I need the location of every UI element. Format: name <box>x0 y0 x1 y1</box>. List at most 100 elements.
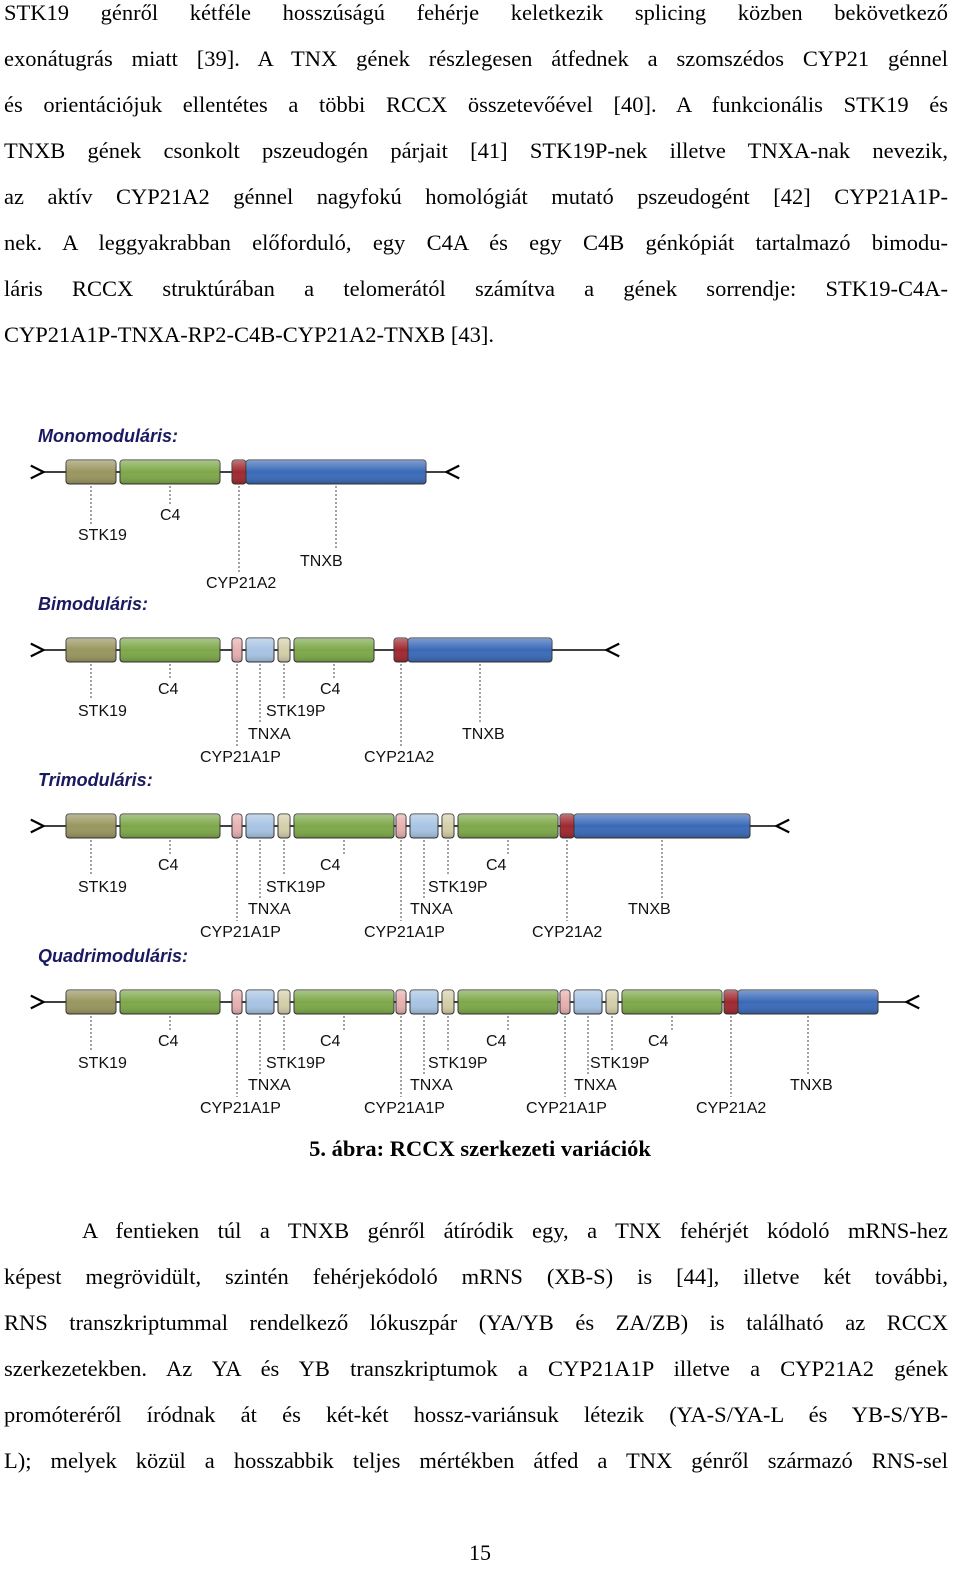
text-line: RNS transzkriptummal rendelkező lókuszpá… <box>4 1310 948 1335</box>
gene-label: CYP21A2 <box>206 575 276 592</box>
gene-block-cyp-functional <box>231 459 247 485</box>
gene-block-tnxa <box>245 637 275 663</box>
panel-title: Monomoduláris: <box>38 426 178 446</box>
text-line: L); melyek közül a hosszabbik teljes mér… <box>4 1448 948 1473</box>
gene-block-tnxa <box>573 989 603 1015</box>
gene-block-c4 <box>621 989 723 1015</box>
text-line: STK19 génről kétféle hosszúságú fehérje … <box>4 0 948 25</box>
gene-label: CYP21A1P <box>200 924 281 941</box>
gene-label: TNXA <box>248 901 291 918</box>
gene-block-c4 <box>119 637 221 663</box>
gene-block-cyp-pseudo <box>231 637 243 663</box>
gene-label: CYP21A1P <box>200 1100 281 1117</box>
gene-block-stk19p <box>277 637 291 663</box>
gene-label: STK19P <box>266 703 326 720</box>
gene-label: C4 <box>486 857 507 874</box>
gene-label: C4 <box>486 1033 507 1050</box>
gene-label: STK19P <box>428 879 488 896</box>
gene-block-stk19 <box>65 637 117 663</box>
gene-label: TNXB <box>790 1077 833 1094</box>
gene-block-stk19p <box>277 813 291 839</box>
gene-block-cyp-pseudo <box>231 813 243 839</box>
text-line: promóteréről íródnak át és két-két hossz… <box>4 1402 948 1427</box>
panel-3: Trimoduláris: STK19 C4 CYP21A1P C4 STK19P TNXA… <box>38 770 778 941</box>
text-line: láris RCCX struktúrában a telomerától sz… <box>4 276 948 301</box>
panel-title: Quadrimoduláris: <box>38 946 188 966</box>
text-line: TNXB gének csonkolt pszeudogén párjait [… <box>4 138 948 163</box>
paragraph-2: A fentieken túl a TNXB génről átíródik e… <box>4 1208 948 1484</box>
gene-block-cyp-pseudo <box>231 989 243 1015</box>
gene-block-stk19p <box>605 989 619 1015</box>
gene-label: CYP21A2 <box>696 1100 766 1117</box>
gene-label: C4 <box>320 681 341 698</box>
text-line: exonátugrás miatt [39]. A TNX gének rész… <box>4 46 948 71</box>
gene-label: C4 <box>320 1033 341 1050</box>
gene-block-tnxb <box>245 459 427 485</box>
gene-label: CYP21A1P <box>364 1100 445 1117</box>
gene-label: CYP21A1P <box>526 1100 607 1117</box>
gene-label: C4 <box>158 1033 179 1050</box>
gene-label: C4 <box>320 857 341 874</box>
gene-block-cyp-pseudo <box>395 813 407 839</box>
panel-title: Bimoduláris: <box>38 594 148 614</box>
gene-label: TNXA <box>574 1077 617 1094</box>
gene-block-tnxa <box>409 989 439 1015</box>
gene-block-cyp-pseudo <box>395 989 407 1015</box>
gene-label: TNXA <box>410 1077 453 1094</box>
rccx-structure-figure: Monomoduláris:STK19C4CYP21A2TNXBBimodulá… <box>28 426 928 1117</box>
gene-label: STK19 <box>78 879 127 896</box>
gene-block-tnxa <box>409 813 439 839</box>
gene-block-stk19 <box>65 459 117 485</box>
gene-block-stk19 <box>65 813 117 839</box>
gene-block-c4 <box>119 813 221 839</box>
gene-block-stk19 <box>65 989 117 1015</box>
gene-label: TNXA <box>248 726 291 743</box>
gene-block-cyp-functional <box>723 989 739 1015</box>
text-line: CYP21A1P-TNXA-RP2-C4B-CYP21A2-TNXB [43]. <box>4 322 495 347</box>
gene-label: C4 <box>648 1033 669 1050</box>
panel-2: Bimoduláris: STK19 C4 CYP21A1P C4 STK19P TNXA C… <box>38 594 608 766</box>
gene-label: TNXA <box>248 1077 291 1094</box>
gene-block-c4 <box>293 637 375 663</box>
gene-block-cyp-functional <box>559 813 575 839</box>
figure-caption: 5. ábra: RCCX szerkezeti variációk <box>309 1136 651 1161</box>
gene-label: TNXB <box>628 901 671 918</box>
gene-label: CYP21A2 <box>364 749 434 766</box>
gene-label: TNXB <box>300 553 343 570</box>
text-line: képest megrövidült, szintén fehérjekódol… <box>4 1264 948 1289</box>
page-number: 15 <box>469 1540 491 1565</box>
gene-label: TNXA <box>410 901 453 918</box>
gene-block-c4 <box>119 989 221 1015</box>
gene-block-cyp-functional <box>393 637 409 663</box>
gene-label: CYP21A1P <box>200 749 281 766</box>
gene-label: C4 <box>158 857 179 874</box>
gene-block-cyp-pseudo <box>559 989 571 1015</box>
panel-1: Monomoduláris: STK19 C4 CYP21A2 TNXB <box>38 426 448 592</box>
text-line: az aktív CYP21A2 génnel nagyfokú homológ… <box>4 184 948 209</box>
gene-block-tnxb <box>737 989 879 1015</box>
gene-block-stk19p <box>441 989 455 1015</box>
gene-label: STK19 <box>78 1055 127 1072</box>
gene-label: STK19 <box>78 527 127 544</box>
gene-block-stk19p <box>277 989 291 1015</box>
gene-label: STK19 <box>78 703 127 720</box>
gene-label: C4 <box>160 507 181 524</box>
gene-block-c4 <box>293 989 395 1015</box>
gene-label: C4 <box>158 681 179 698</box>
gene-block-stk19p <box>441 813 455 839</box>
gene-label: CYP21A1P <box>364 924 445 941</box>
gene-label: STK19P <box>266 879 326 896</box>
gene-block-tnxb <box>573 813 751 839</box>
gene-block-c4 <box>457 813 559 839</box>
paragraph-1: STK19 génről kétféle hosszúságú fehérje … <box>4 0 948 358</box>
gene-label: TNXB <box>462 726 505 743</box>
gene-block-tnxb <box>407 637 553 663</box>
gene-block-c4 <box>457 989 559 1015</box>
gene-block-c4 <box>119 459 221 485</box>
gene-block-tnxa <box>245 813 275 839</box>
gene-block-c4 <box>293 813 395 839</box>
text-line: nek. A leggyakrabban előforduló, egy C4A… <box>4 230 948 255</box>
gene-label: STK19P <box>428 1055 488 1072</box>
text-line: és orientációjuk ellentétes a többi RCCX… <box>4 92 948 117</box>
gene-block-tnxa <box>245 989 275 1015</box>
